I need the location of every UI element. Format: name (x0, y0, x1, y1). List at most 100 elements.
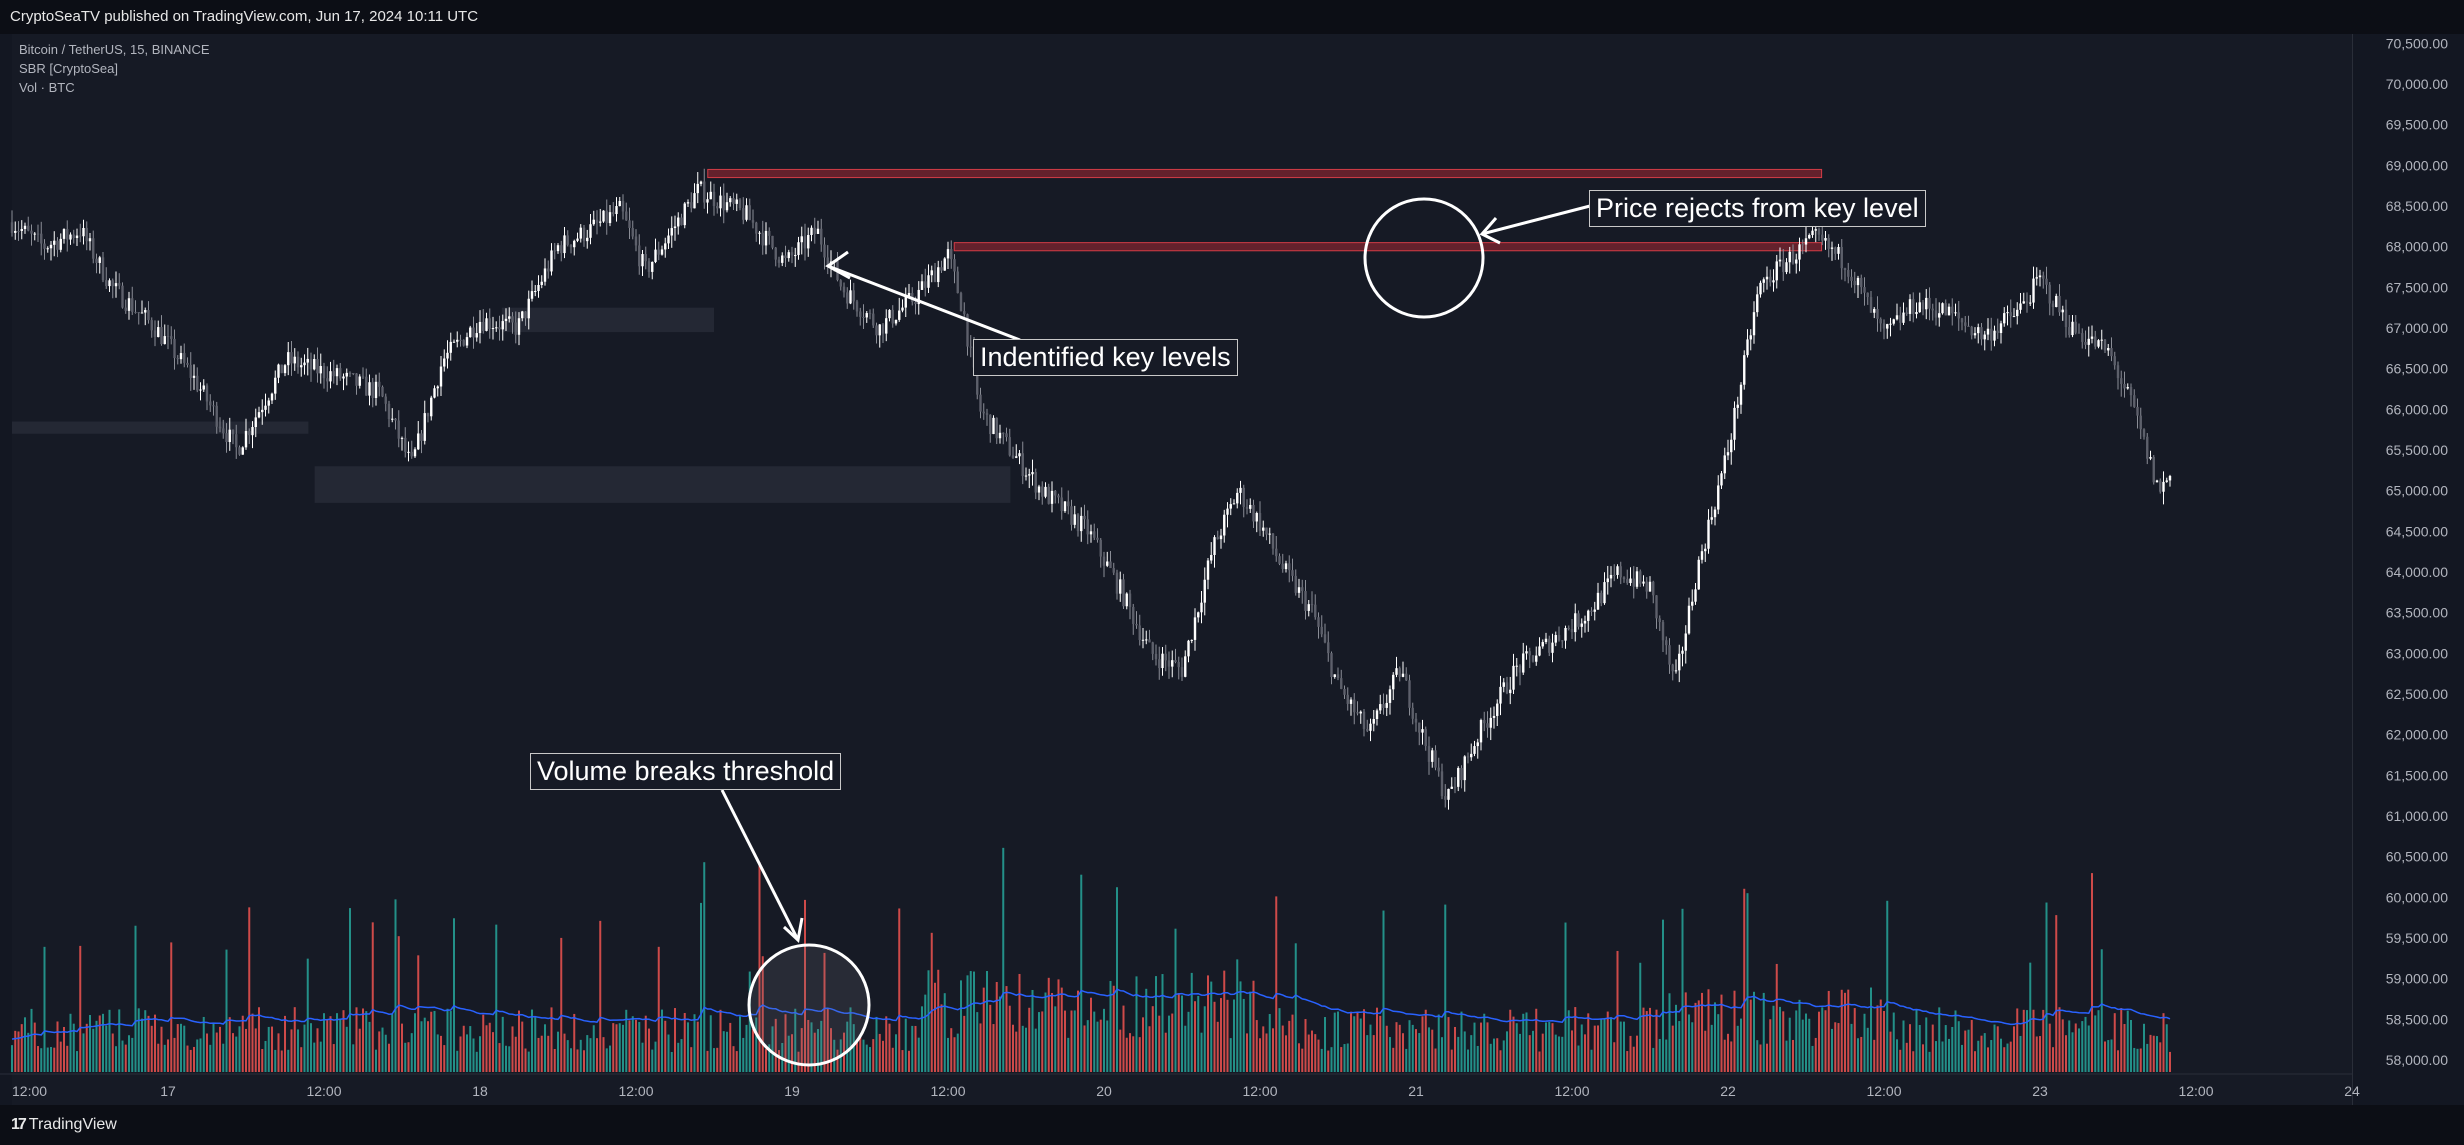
candle-body (2022, 301, 2025, 304)
legend-symbol[interactable]: Bitcoin / TetherUS, 15, BINANCE (19, 42, 210, 57)
volume-bar (1675, 1004, 1677, 1072)
volume-bar (498, 1043, 501, 1072)
volume-bar (700, 902, 702, 1072)
candle-body (1795, 259, 1798, 264)
legend-indicator[interactable]: SBR [CryptoSea] (19, 61, 118, 76)
candle-body (1736, 404, 1739, 408)
candle-body (2159, 480, 2162, 492)
volume-bar (1684, 992, 1687, 1072)
support-zone (314, 466, 1011, 503)
volume-bar (466, 1034, 468, 1072)
volume-bar (518, 1010, 520, 1072)
candle-body (1570, 628, 1574, 633)
volume-bar (2055, 915, 2058, 1072)
volume-bar (290, 1029, 293, 1072)
volume-bar (1177, 993, 1180, 1072)
candle-body (290, 352, 293, 364)
candle-body (1918, 302, 1921, 313)
candle-body (1687, 605, 1691, 634)
price-tick-label: 65,500.00 (2386, 442, 2448, 458)
volume-bar (63, 1026, 65, 1072)
volume-bar (924, 994, 927, 1072)
volume-bar (1590, 1049, 1593, 1072)
candle-body (2136, 406, 2139, 416)
candle-body (1398, 668, 1401, 677)
candle-body (1954, 312, 1957, 314)
candle-body (1431, 750, 1434, 762)
candle-body (569, 244, 573, 248)
volume-bar (895, 1034, 897, 1072)
volume-bar (1990, 1040, 1993, 1072)
candle-body (1414, 718, 1418, 723)
volume-bar (1379, 1015, 1382, 1072)
volume-bar (823, 952, 826, 1072)
candle-body (345, 372, 348, 377)
volume-bar (1418, 1033, 1421, 1072)
candle-body (1197, 612, 1200, 618)
volume-bar (885, 1016, 888, 1072)
chart-pane[interactable] (12, 34, 2352, 1105)
volume-bar (2107, 1040, 2110, 1072)
volume-bar (306, 958, 309, 1072)
volume-bar (2139, 1048, 2142, 1072)
volume-bar (1298, 1043, 1300, 1072)
volume-bar (1727, 1033, 1729, 1072)
volume-bar (930, 932, 933, 1072)
volume-bar (1610, 1017, 1612, 1072)
candle-body (855, 301, 859, 312)
candle-body (452, 341, 456, 343)
chart-legend: Bitcoin / TetherUS, 15, BINANCE SBR [Cry… (19, 40, 210, 97)
candle-body (1821, 234, 1824, 241)
candle-body (1554, 635, 1557, 643)
volume-bar (1077, 990, 1079, 1072)
volume-bar (2169, 1051, 2171, 1072)
candle-body (407, 451, 410, 453)
candle-body (992, 417, 995, 435)
time-tick-label: 20 (1096, 1083, 1112, 1099)
candle-body (1811, 230, 1814, 236)
candle-body (2146, 436, 2149, 459)
volume-bar (2117, 1050, 2119, 1072)
volume-bar (134, 925, 137, 1072)
candle-body (1171, 660, 1174, 667)
candle-body (339, 368, 342, 379)
candle-body (1947, 306, 1951, 316)
candle-body (1580, 623, 1583, 627)
tradingview-brand[interactable]: 17 TradingView (11, 1116, 117, 1134)
price-tick-label: 58,000.00 (2386, 1052, 2448, 1068)
candle-body (842, 286, 846, 293)
volume-bar (332, 1044, 335, 1072)
candles-layer (10, 168, 2172, 810)
candle-body (1447, 788, 1450, 800)
volume-bar (1671, 1025, 1674, 1072)
volume-bar (150, 1025, 153, 1072)
price-axis[interactable] (2352, 34, 2464, 1105)
volume-bar (1792, 1039, 1794, 1072)
candle-body (1284, 563, 1288, 570)
volume-bar (27, 1032, 30, 1072)
candle-body (319, 366, 322, 374)
candle-body (1047, 486, 1050, 504)
volume-bar (1086, 1020, 1089, 1072)
candle-body (1515, 665, 1518, 667)
candle-body (1674, 670, 1678, 672)
volume-bar (1821, 1007, 1824, 1072)
candle-body (150, 320, 153, 331)
candle-body (264, 405, 267, 410)
volume-bar (505, 1045, 507, 1072)
candle-body (95, 258, 98, 263)
candle-body (1330, 653, 1333, 678)
candle-body (556, 245, 560, 252)
volume-bar (102, 1013, 104, 1072)
candle-body (1522, 653, 1525, 673)
price-tick-label: 66,000.00 (2386, 401, 2448, 417)
volume-bar (1909, 1024, 1911, 1072)
candle-body (270, 393, 274, 401)
legend-volume[interactable]: Vol · BTC (19, 80, 75, 95)
volume-bar (1242, 998, 1245, 1072)
candle-body (2123, 383, 2126, 389)
volume-bar (804, 899, 806, 1072)
candle-body (683, 203, 686, 226)
volume-bar (20, 1024, 23, 1072)
